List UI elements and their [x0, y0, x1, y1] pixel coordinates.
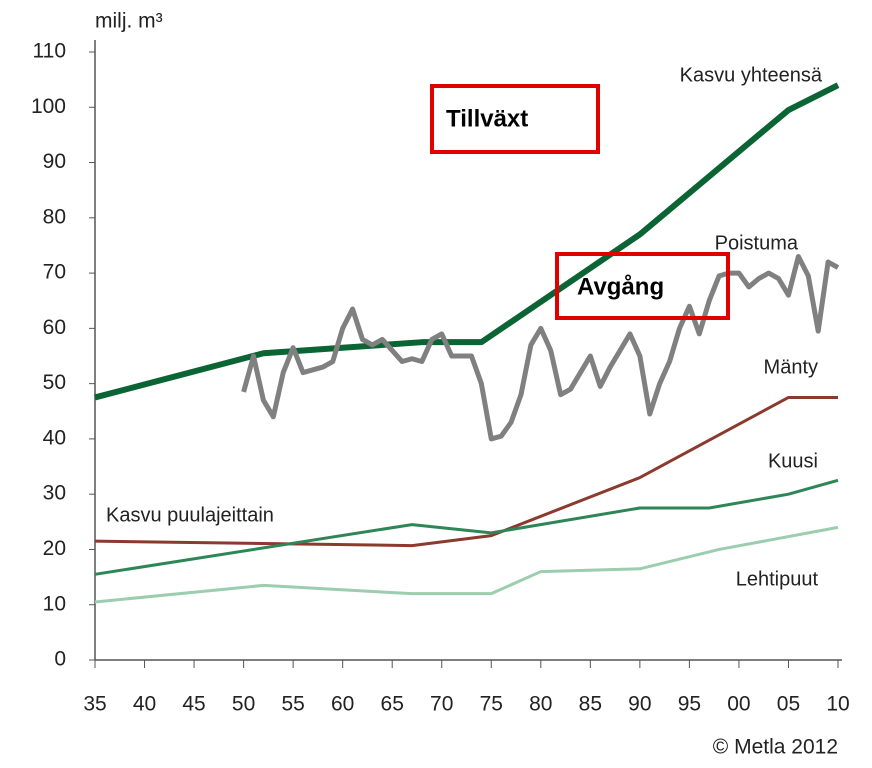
- series-label: Mänty: [764, 356, 818, 378]
- y-tick-label: 80: [43, 205, 66, 228]
- x-tick-label: 00: [727, 693, 750, 716]
- x-tick-label: 40: [133, 693, 156, 716]
- x-tick-label: 45: [182, 693, 205, 716]
- y-tick-label: 100: [31, 95, 66, 118]
- credit: © Metla 2012: [713, 736, 838, 759]
- series-label: Poistuma: [715, 232, 799, 254]
- annotation: Kasvu puulajeittain: [106, 504, 274, 526]
- y-tick-label: 90: [43, 150, 66, 173]
- y-tick-label: 50: [43, 371, 66, 394]
- x-tick-label: 95: [678, 693, 701, 716]
- series-line: [94, 525, 839, 604]
- x-tick-label: 05: [777, 693, 800, 716]
- y-tick-label: 30: [43, 482, 66, 505]
- y-axis-label: milj. m³: [95, 10, 163, 33]
- x-tick-label: 85: [579, 693, 602, 716]
- y-tick-label: 10: [43, 592, 66, 615]
- x-tick-label: 50: [232, 693, 255, 716]
- y-tick-label: 110: [33, 40, 66, 63]
- y-tick-label: 60: [43, 316, 66, 339]
- x-tick-label: 35: [83, 693, 106, 716]
- annotation: Avgång: [577, 273, 664, 300]
- series-line: [94, 82, 840, 401]
- x-tick-label: 80: [529, 693, 552, 716]
- x-tick-label: 90: [628, 693, 651, 716]
- series-label: Kuusi: [768, 450, 818, 472]
- series-line: [241, 254, 840, 442]
- x-tick-label: 70: [430, 693, 453, 716]
- x-tick-label: 65: [381, 693, 404, 716]
- x-tick-label: 55: [281, 693, 304, 716]
- series-label: Lehtipuut: [736, 568, 819, 590]
- series-line: [94, 395, 838, 548]
- y-tick-label: 0: [54, 648, 66, 671]
- annotation-box: [555, 252, 730, 320]
- y-tick-label: 40: [43, 426, 66, 449]
- annotation-box: [430, 84, 600, 154]
- annotation: Tillväxt: [446, 105, 528, 132]
- series-label: Kasvu yhteensä: [680, 64, 823, 86]
- series-line: [94, 478, 839, 576]
- y-tick-label: 70: [43, 261, 66, 284]
- x-tick-label: 75: [480, 693, 503, 716]
- y-tick-label: 20: [43, 537, 66, 560]
- x-tick-label: 60: [331, 693, 354, 716]
- x-tick-label: 10: [826, 693, 849, 716]
